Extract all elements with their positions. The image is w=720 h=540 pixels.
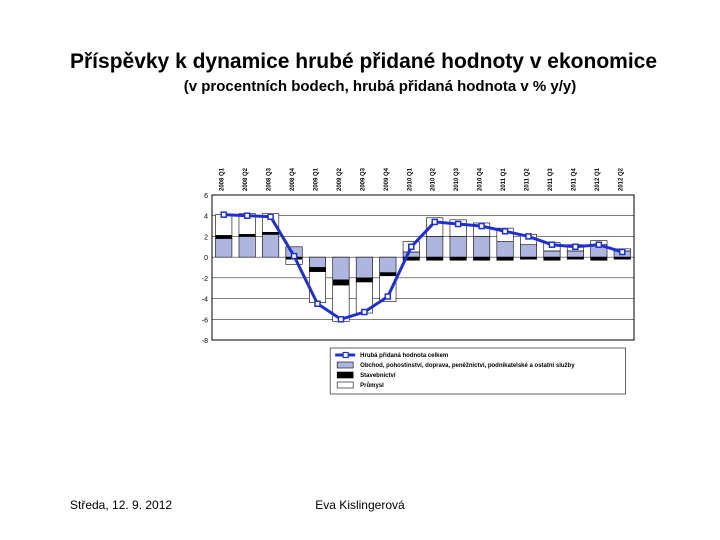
svg-text:0: 0 (204, 255, 208, 262)
svg-text:2011 Q3: 2011 Q3 (548, 168, 554, 191)
svg-text:2009 Q1: 2009 Q1 (314, 167, 320, 191)
svg-text:2009 Q3: 2009 Q3 (360, 167, 366, 191)
svg-text:-6: -6 (202, 317, 208, 324)
svg-text:2011 Q1: 2011 Q1 (501, 168, 507, 191)
svg-text:-4: -4 (202, 297, 208, 304)
svg-text:2010 Q4: 2010 Q4 (478, 167, 484, 191)
footer-author: Eva Kislingerová (0, 498, 720, 512)
svg-text:4: 4 (204, 214, 208, 221)
svg-text:2: 2 (204, 234, 208, 241)
svg-text:Stavebnictví: Stavebnictví (360, 373, 396, 379)
svg-text:2012 Q1: 2012 Q1 (595, 167, 601, 191)
svg-text:Hrubá přidaná hodnota celkem: Hrubá přidaná hodnota celkem (360, 353, 448, 359)
svg-text:2012 Q2: 2012 Q2 (618, 167, 624, 191)
chart-subtitle: (v procentních bodech, hrubá přidaná hod… (70, 78, 690, 95)
svg-text:2008 Q3: 2008 Q3 (267, 167, 273, 191)
chart-svg: -8 -6 -4 -2 0 2 4 6 2008 Q1 2008 Q2 2008 Q3 2008 Q4… (190, 140, 640, 420)
svg-text:2009 Q4: 2009 Q4 (384, 167, 390, 191)
svg-text:2008 Q1: 2008 Q1 (220, 167, 226, 191)
svg-text:2011 Q4: 2011 Q4 (571, 168, 577, 191)
svg-text:Obchod, pohostinství, doprava,: Obchod, pohostinství, doprava, peněžnict… (360, 363, 575, 369)
svg-text:-2: -2 (202, 276, 208, 283)
svg-text:2008 Q2: 2008 Q2 (243, 167, 249, 191)
chart-title: Příspěvky k dynamice hrubé přidané hodno… (70, 50, 690, 74)
svg-text:Průmysl: Průmysl (360, 382, 384, 389)
svg-text:6: 6 (204, 193, 208, 200)
svg-text:2010 Q3: 2010 Q3 (454, 167, 460, 191)
svg-text:-8: -8 (202, 338, 208, 345)
svg-text:2010 Q1: 2010 Q1 (407, 167, 413, 191)
chart-container: -8 -6 -4 -2 0 2 4 6 2008 Q1 2008 Q2 2008 Q3 2008 Q4… (190, 140, 640, 420)
svg-text:2011 Q2: 2011 Q2 (525, 168, 531, 191)
svg-text:2008 Q4: 2008 Q4 (290, 167, 296, 191)
svg-text:2009 Q2: 2009 Q2 (337, 167, 343, 191)
svg-text:2010 Q2: 2010 Q2 (431, 167, 437, 191)
